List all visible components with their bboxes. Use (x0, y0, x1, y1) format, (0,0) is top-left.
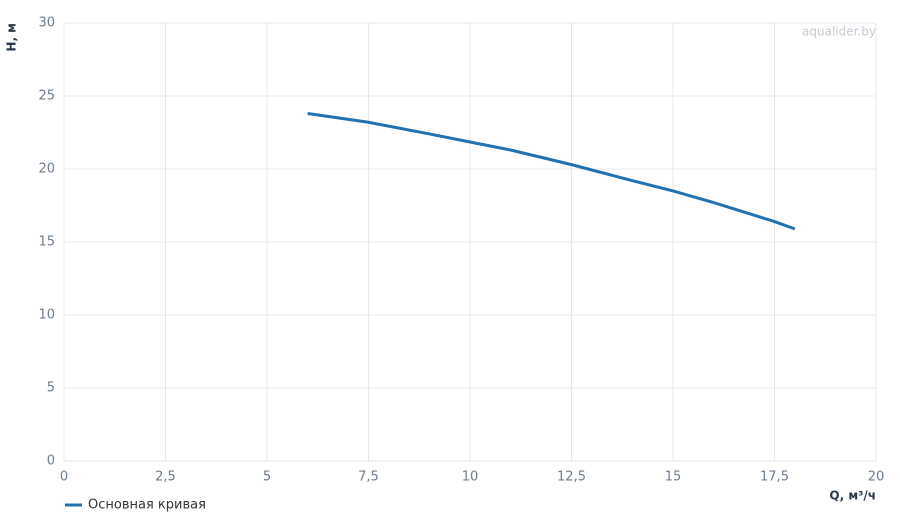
y-axis-title: H, м (5, 23, 19, 52)
x-tick-label: 5 (263, 470, 271, 485)
x-tick-label: 10 (462, 470, 479, 485)
y-tick-label: 0 (47, 454, 55, 469)
x-tick-label: 20 (868, 470, 885, 485)
x-tick-label: 17,5 (760, 470, 789, 485)
y-tick-label: 15 (38, 235, 55, 250)
legend-label: Основная кривая (88, 498, 206, 513)
x-tick-label: 7,5 (358, 470, 379, 485)
x-axis-title: Q, м³/ч (829, 489, 876, 503)
x-tick-label: 0 (60, 470, 68, 485)
x-tick-label: 2,5 (155, 470, 176, 485)
y-tick-label: 30 (38, 16, 55, 31)
x-tick-label: 12,5 (557, 470, 586, 485)
watermark: aqualider.by (802, 25, 876, 39)
y-tick-label: 5 (47, 381, 55, 396)
y-tick-label: 25 (38, 89, 55, 104)
line (307, 112, 796, 231)
y-tick-label: 10 (38, 308, 55, 323)
x-tick-label: 15 (665, 470, 682, 485)
y-tick-label: 20 (38, 162, 55, 177)
